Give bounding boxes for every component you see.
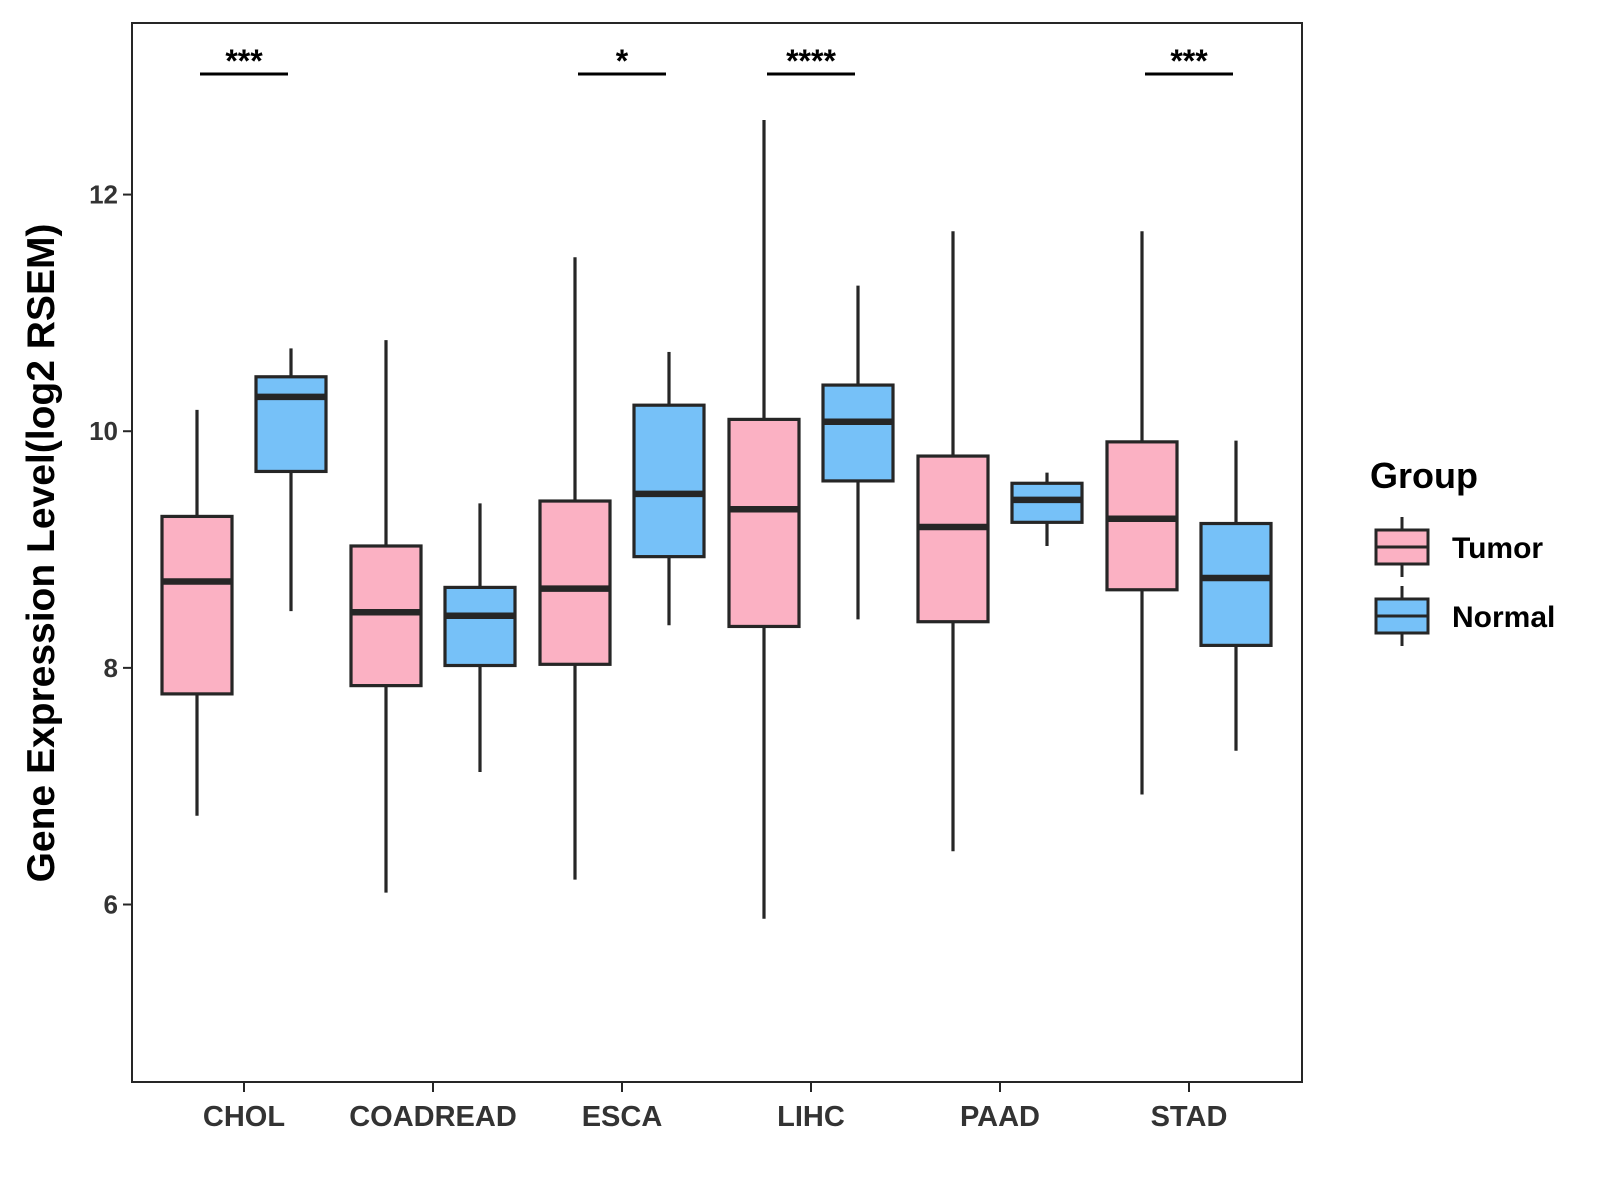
legend-entry-tumor: Tumor — [1374, 517, 1543, 577]
y-tick-label-12: 12 — [89, 180, 118, 210]
box-lihc-tumor — [727, 120, 801, 919]
box-coadread-normal — [443, 503, 517, 772]
box-rect-lihc-tumor — [727, 417, 801, 629]
legend: Group Tumor Normal — [1370, 455, 1555, 646]
box-paad-tumor — [916, 231, 990, 852]
x-tick-label-coadread: COADREAD — [349, 1101, 517, 1133]
legend-label-normal: Normal — [1452, 601, 1555, 634]
legend-title: Group — [1370, 455, 1478, 496]
y-tick-label-6: 6 — [104, 890, 118, 920]
box-rect-esca-normal — [632, 403, 706, 559]
legend-entry-normal: Normal — [1374, 586, 1555, 646]
y-axis: 6 8 10 12 — [89, 180, 132, 920]
box-rect-chol-normal — [254, 375, 328, 474]
x-tick-label-lihc: LIHC — [777, 1101, 845, 1133]
box-rect-paad-tumor — [916, 454, 990, 624]
significance-label-chol: *** — [225, 43, 263, 79]
significance-label-lihc: **** — [786, 43, 836, 79]
x-tick-label-paad: PAAD — [960, 1101, 1040, 1133]
box-chol-normal — [254, 348, 328, 612]
box-rect-coadread-tumor — [349, 544, 423, 688]
plot-panel-border — [131, 22, 1303, 1083]
y-tick-label-8: 8 — [104, 653, 118, 683]
box-stad-tumor — [1105, 231, 1179, 795]
box-rect-coadread-normal — [443, 585, 517, 668]
x-tick-label-chol: CHOL — [203, 1101, 285, 1133]
x-axis: CHOL COADREAD ESCA LIHC PAAD STAD — [203, 1082, 1227, 1133]
box-chol-tumor — [160, 409, 234, 816]
box-stad-normal — [1199, 440, 1273, 751]
significance-label-stad: *** — [1170, 43, 1208, 79]
y-tick-label-10: 10 — [89, 416, 118, 446]
box-rect-stad-normal — [1199, 521, 1273, 647]
box-rect-esca-tumor — [538, 499, 612, 666]
box-coadread-tumor — [349, 340, 423, 893]
box-paad-normal — [1010, 472, 1084, 546]
x-tick-label-esca: ESCA — [582, 1101, 663, 1133]
significance-layer: *** * **** *** — [200, 43, 1233, 79]
box-lihc-normal — [821, 285, 895, 620]
legend-label-tumor: Tumor — [1452, 532, 1543, 565]
significance-label-esca: * — [616, 43, 629, 79]
box-rect-lihc-normal — [821, 383, 895, 483]
box-rect-chol-tumor — [160, 514, 234, 696]
x-tick-label-stad: STAD — [1151, 1101, 1228, 1133]
y-axis-title: Gene Expression Level(log2 RSEM) — [20, 224, 63, 883]
box-esca-normal — [632, 351, 706, 626]
boxes-layer — [160, 120, 1273, 919]
box-esca-tumor — [538, 257, 612, 880]
